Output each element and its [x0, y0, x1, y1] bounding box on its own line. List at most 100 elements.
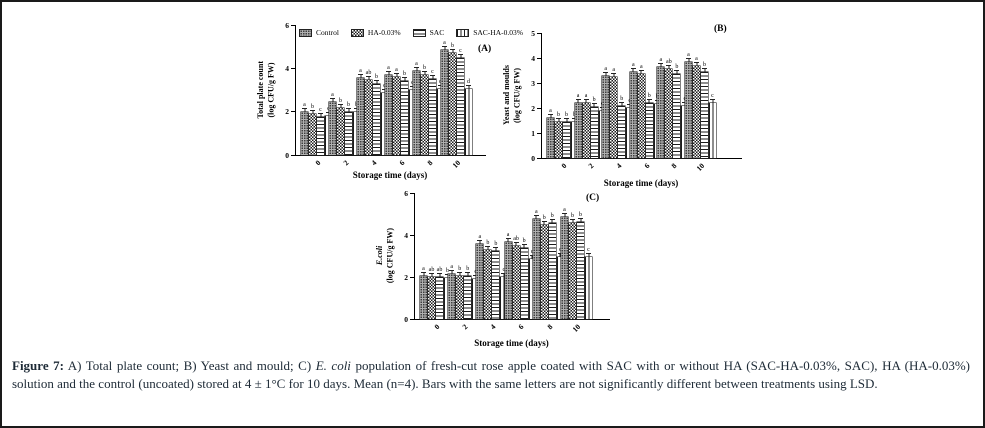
error-bar [382, 89, 387, 93]
significance-letter: b [647, 93, 651, 99]
significance-letter: b [573, 112, 576, 118]
significance-letter: c [559, 247, 562, 253]
bar-unit: a [357, 25, 364, 155]
x-axis-tick-label: 6 [397, 158, 407, 168]
significance-letter: b [339, 98, 342, 105]
error-bar [437, 273, 442, 277]
significance-letter: b [375, 73, 378, 80]
bar-unit: ab [428, 193, 435, 319]
bar-unit: a [476, 193, 484, 319]
figure-caption-species: E. coli [315, 358, 351, 373]
significance-letter: c [531, 249, 534, 255]
bar-unit: a [393, 25, 400, 155]
significance-letter: a [576, 93, 580, 99]
bar-sac-day-10 [457, 57, 464, 155]
error-bar [548, 114, 553, 118]
y-axis-tick [409, 276, 414, 278]
bar-group-day-0: a ab ab b [420, 193, 451, 319]
bar-unit: a [385, 25, 392, 155]
bar-unit: b [401, 25, 408, 155]
significance-letter: c [601, 101, 604, 107]
error-bar [457, 271, 463, 276]
significance-letter: a [584, 93, 588, 99]
error-bar [694, 61, 699, 66]
bar-ha-0-03--day-10 [569, 223, 576, 319]
bar-unit: ab [512, 193, 520, 319]
bar-unit: c [585, 193, 592, 319]
significance-letter: b [656, 94, 659, 100]
bar-sac-ha-0-03--day-8 [556, 257, 564, 319]
legend-label: SAC-HA-0.03% [473, 28, 524, 37]
error-bar [450, 49, 455, 53]
significance-letter: a [359, 68, 362, 75]
x-axis-tick-label: 10 [570, 322, 583, 334]
bar-control-day-2 [448, 273, 456, 319]
bar-control-day-10 [561, 217, 568, 319]
significance-letter: c [628, 98, 631, 104]
error-bar [318, 113, 323, 117]
bar-sac-ha-0-03--day-4 [381, 93, 388, 155]
bar-sac-day-2 [464, 275, 472, 319]
y-axis-tick [290, 67, 295, 69]
significance-letter: b [522, 237, 526, 244]
x-axis-tick-label: 8 [669, 161, 679, 171]
x-axis-label: Storage time (days) [603, 178, 679, 188]
error-bar [326, 112, 331, 116]
bar-unit: b [563, 33, 570, 158]
y-axis-tick-label: 1 [531, 128, 535, 138]
error-bar [505, 238, 511, 242]
significance-letter: d [439, 79, 442, 85]
bar-unit: a [657, 33, 665, 158]
error-bar [702, 67, 707, 72]
significance-letter: b [550, 213, 554, 220]
significance-letter: a [604, 65, 608, 72]
error-bar [338, 104, 343, 108]
bar-unit: b [577, 193, 584, 319]
bar-control-day-10 [685, 61, 692, 158]
bar-unit: a [574, 33, 582, 158]
error-bar [575, 99, 581, 103]
significance-letter: c [711, 93, 714, 99]
bar-unit: ab [365, 25, 372, 155]
hlines-pattern-swatch-icon [412, 29, 426, 37]
figure-caption-part1: A) Total plate count; B) Yeast and mould… [63, 358, 316, 373]
error-bar [513, 241, 519, 246]
bar-unit: c [626, 33, 634, 158]
bar-unit: b [337, 25, 344, 155]
bar-unit: c [381, 25, 388, 155]
panel-label-b: (B) [714, 24, 727, 34]
significance-letter: b [675, 64, 679, 71]
significance-letter: c [383, 83, 386, 89]
bar-ha-0-03--day-0 [309, 113, 316, 155]
bar-group-day-0: abcc [301, 25, 332, 155]
significance-letter: a [395, 67, 398, 73]
bar-ha-0-03--day-0 [555, 121, 562, 158]
y-axis-tick-label: 0 [285, 150, 289, 160]
y-axis-tick-label: 6 [285, 20, 289, 30]
bar-unit: a [637, 33, 645, 158]
y-axis-tick-label: 4 [531, 53, 535, 63]
bar-unit: b [492, 193, 500, 319]
significance-letter: b [451, 43, 454, 50]
bar-unit: b [653, 33, 661, 158]
bar-sac-day-4 [373, 83, 380, 155]
bar-unit: c [457, 25, 464, 155]
y-axis-label-line2: (log CFU/g FW) [266, 62, 275, 118]
bar-unit: c [709, 33, 716, 158]
bar-sac-day-8 [429, 79, 436, 155]
bar-unit: c [556, 193, 564, 319]
error-bar [627, 104, 633, 108]
bar-ha-0-03--day-6 [393, 77, 400, 155]
bar-ha-0-03--day-6 [512, 245, 520, 319]
legend-item-sac: SAC [412, 29, 444, 37]
bar-control-day-4 [602, 75, 610, 158]
error-bar [564, 117, 569, 122]
significance-letter: d [467, 78, 470, 85]
y-axis-tick-label: 0 [404, 314, 408, 324]
bar-unit: b [373, 25, 380, 155]
error-bar [599, 106, 605, 111]
error-bar [458, 53, 463, 58]
